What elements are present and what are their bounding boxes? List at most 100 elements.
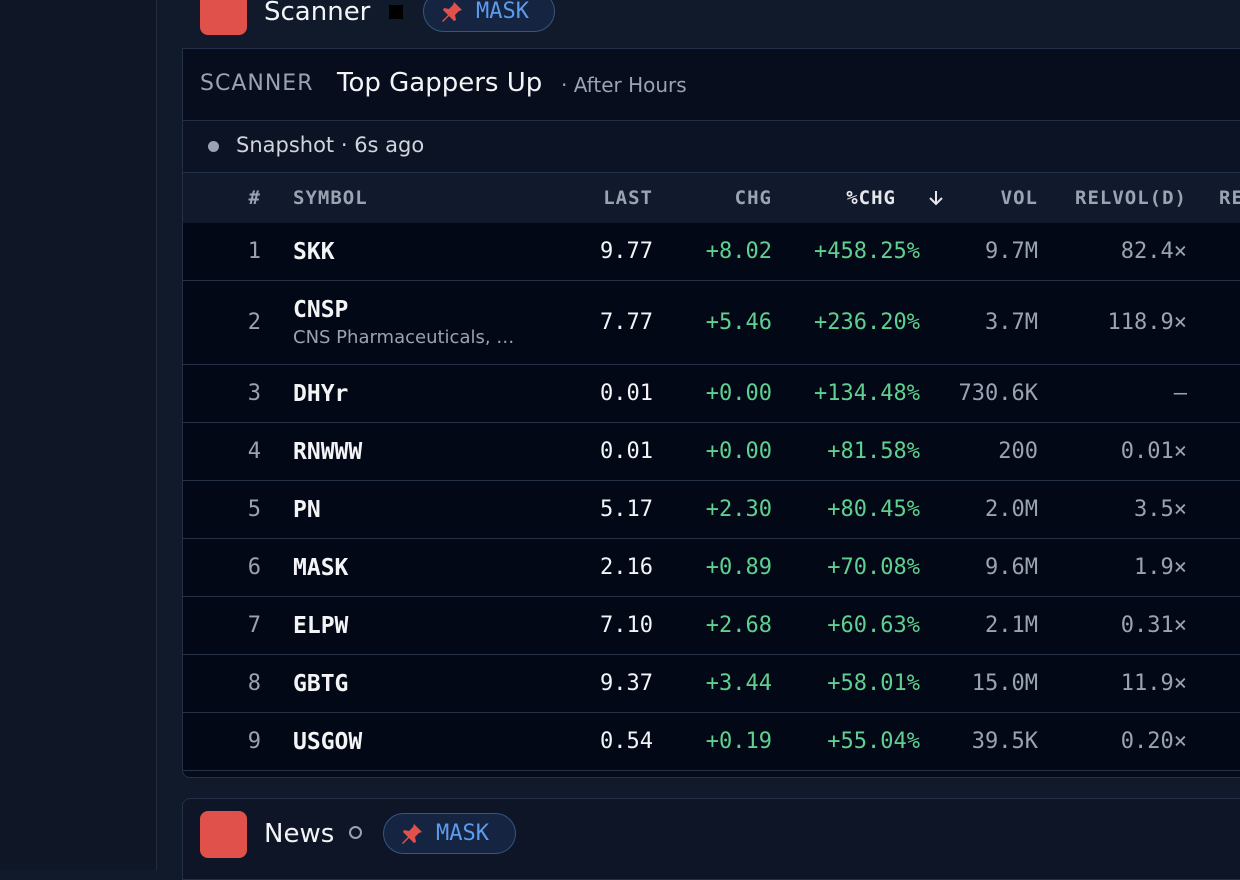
rank-cell: 1 [247, 239, 261, 264]
column-header[interactable]: RELVOL(D) [1075, 187, 1187, 209]
table-row[interactable]: 9 USGOW 0.54 +0.19 +55.04% 39.5K 0.20× [183, 713, 1240, 771]
chg-cell: +0.89 [705, 555, 772, 580]
rank-cell: 4 [247, 439, 261, 464]
table-row[interactable]: 4 RNWWW 0.01 +0.00 +81.58% 200 0.01× [183, 423, 1240, 481]
panel-label: SCANNER [200, 71, 314, 96]
table-row[interactable]: 6 MASK 2.16 +0.89 +70.08% 9.6M 1.9× [183, 539, 1240, 597]
last-cell: 9.37 [600, 671, 653, 696]
relvol-cell: 0.31× [1120, 613, 1187, 638]
rank-cell: 6 [247, 555, 261, 580]
table-row[interactable]: 1 SKK 9.77 +8.02 +458.25% 9.7M 82.4× [183, 223, 1240, 281]
symbol-cell: PN [293, 481, 321, 538]
rank-cell: 5 [247, 497, 261, 522]
table-row[interactable]: 7 ELPW 7.10 +2.68 +60.63% 2.1M 0.31× [183, 597, 1240, 655]
relvol-cell: — [1173, 381, 1187, 406]
symbol-cell: CNSP CNS Pharmaceuticals, … [293, 281, 514, 364]
panel-title: Top Gappers Up [337, 68, 543, 98]
last-cell: 7.10 [600, 613, 653, 638]
pct-cell: +458.25% [814, 239, 920, 264]
vol-cell: 9.6M [985, 555, 1038, 580]
symbol-cell: SKK [293, 223, 335, 280]
vol-cell: 2.0M [985, 497, 1038, 522]
column-header[interactable]: CHG [734, 187, 772, 209]
symbol: DHYr [293, 380, 349, 407]
pct-cell: +236.20% [814, 310, 920, 335]
scanner-title: Scanner [264, 0, 371, 27]
vol-cell: 39.5K [971, 729, 1038, 754]
pct-cell: +134.48% [814, 381, 920, 406]
symbol-cell: ELPW [293, 597, 348, 654]
status-circle [349, 826, 362, 839]
pin-pill[interactable]: MASK [423, 0, 555, 32]
pin-icon [402, 823, 422, 844]
rank-cell: 2 [247, 310, 261, 335]
rank-cell: 7 [247, 613, 261, 638]
pct-cell: +60.63% [827, 613, 920, 638]
chg-cell: +0.19 [705, 729, 772, 754]
pct-cell: +58.01% [827, 671, 920, 696]
panel-session: · After Hours [561, 73, 687, 97]
vol-cell: 15.0M [971, 671, 1038, 696]
column-header[interactable]: VOL [1000, 187, 1038, 209]
rank-cell: 3 [247, 381, 261, 406]
symbol-cell: MASK [293, 539, 348, 596]
chg-cell: +2.30 [705, 497, 772, 522]
pct-cell: +81.58% [827, 439, 920, 464]
relvol-cell: 1.9× [1134, 555, 1187, 580]
symbol: PN [293, 496, 321, 523]
table-row[interactable]: 5 PN 5.17 +2.30 +80.45% 2.0M 3.5× [183, 481, 1240, 539]
news-panel [182, 798, 1240, 880]
last-cell: 0.01 [600, 439, 653, 464]
last-cell: 0.01 [600, 381, 653, 406]
pin-pill[interactable]: MASK [383, 813, 516, 854]
last-cell: 5.17 [600, 497, 653, 522]
symbol: ELPW [293, 612, 349, 639]
relvol-cell: 11.9× [1120, 671, 1187, 696]
column-header[interactable]: %CHG [846, 187, 896, 209]
symbol: MASK [293, 554, 349, 581]
symbol: SKK [293, 238, 335, 265]
table-row[interactable]: 8 GBTG 9.37 +3.44 +58.01% 15.0M 11.9× [183, 655, 1240, 713]
table-row[interactable]: 3 DHYr 0.01 +0.00 +134.48% 730.6K — [183, 365, 1240, 423]
status-dot [208, 141, 219, 152]
relvol-cell: 118.9× [1107, 310, 1187, 335]
column-header[interactable]: LAST [603, 187, 653, 209]
relvol-cell: 3.5× [1134, 497, 1187, 522]
chg-cell: +2.68 [705, 613, 772, 638]
symbol-cell: USGOW [293, 713, 362, 770]
table-body: 1 SKK 9.77 +8.02 +458.25% 9.7M 82.4× 2 CNSP CNS P… [183, 223, 1240, 771]
relvol-cell: 0.20× [1120, 729, 1187, 754]
last-cell: 0.54 [600, 729, 653, 754]
vol-cell: 730.6K [958, 381, 1038, 406]
vol-cell: 3.7M [985, 310, 1038, 335]
chg-cell: +0.00 [705, 381, 772, 406]
symbol: GBTG [293, 670, 349, 697]
pct-cell: +80.45% [827, 497, 920, 522]
pin-label: MASK [436, 821, 489, 846]
news-icon [200, 811, 247, 858]
rank-cell: 9 [247, 729, 261, 754]
pct-cell: +55.04% [827, 729, 920, 754]
table-header: # SYMBOL LAST CHG %CHG VOL RELVOL(D) RE [183, 173, 1240, 223]
column-header[interactable]: SYMBOL [293, 187, 368, 209]
symbol: CNSP [293, 297, 349, 323]
chg-cell: +3.44 [705, 671, 772, 696]
chg-cell: +5.46 [705, 310, 772, 335]
status-text: Snapshot · 6s ago [236, 133, 425, 157]
scanner-panel: SCANNER Top Gappers Up · After Hours Sna… [182, 48, 1240, 778]
news-title: News [264, 819, 335, 849]
sort-arrow [929, 191, 943, 206]
column-header: RE [1219, 187, 1240, 209]
symbol-cell: DHYr [293, 365, 348, 422]
last-cell: 2.16 [600, 555, 653, 580]
relvol-cell: 82.4× [1120, 239, 1187, 264]
rank-cell: 8 [247, 671, 261, 696]
symbol: USGOW [293, 728, 363, 755]
symbol-cell: GBTG [293, 655, 348, 712]
table-row[interactable]: 2 CNSP CNS Pharmaceuticals, … 7.77 +5.46 +236… [183, 281, 1240, 365]
vol-cell: 9.7M [985, 239, 1038, 264]
symbol-cell: RNWWW [293, 423, 362, 480]
pin-icon [442, 1, 462, 22]
pct-cell: +70.08% [827, 555, 920, 580]
pin-label: MASK [476, 0, 529, 24]
